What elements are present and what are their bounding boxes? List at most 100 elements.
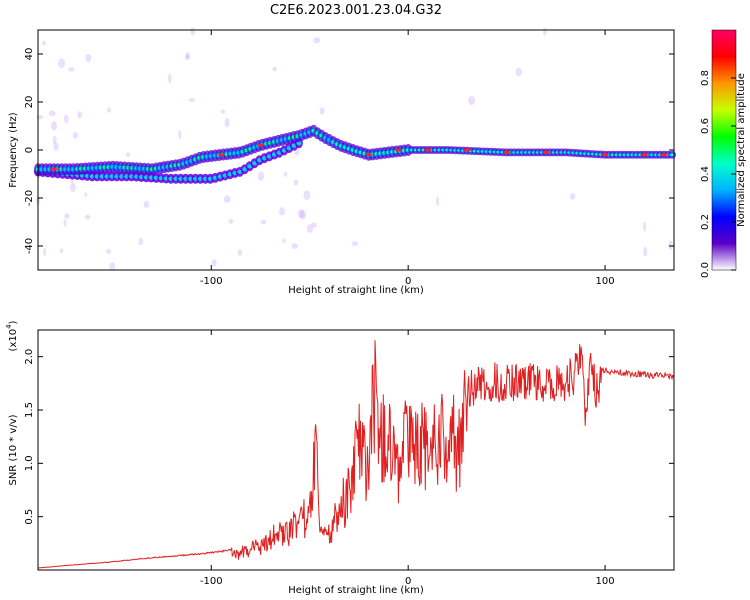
noise-speckle [70,182,76,193]
spectrogram-y-ticks: -40 -20 0 20 40 [24,48,674,254]
y-tick-label: 1.0 [24,455,35,471]
noise-speckle [237,249,243,256]
noise-speckle [85,53,92,63]
x-tick-label: -100 [200,576,223,587]
noise-speckle [224,117,230,128]
noise-speckle [303,190,311,201]
noise-speckle [167,73,172,84]
noise-speckle [63,219,67,227]
y-tick-label: 0 [24,147,35,153]
x-tick-label: -100 [200,276,223,287]
ridge-hotspot [424,148,432,152]
x-tick-label: 0 [405,276,411,287]
noise-speckle [53,142,59,151]
svg-text:(x104): (x104) [5,320,19,351]
noise-speckle [668,240,673,250]
noise-speckle [260,219,267,225]
noise-speckle [272,66,277,72]
lower-branch-core [296,141,302,146]
noise-speckle [282,238,286,243]
noise-speckle [228,218,234,224]
y-tick-label: 40 [24,48,35,61]
ridge-hotspot [601,153,609,157]
y-tick-label: 2.0 [24,349,35,365]
snr-multiplier-base: (x10 [8,329,19,352]
lower-branch-core [242,167,248,172]
noise-speckle [223,195,231,203]
snr-plot-area [37,340,674,569]
y-tick-label: -40 [24,238,35,254]
noise-speckle [109,262,116,270]
ridge-hotspot [217,153,225,157]
colorbar-ticks: 0.0 0.2 0.4 0.6 0.8 [700,70,736,278]
noise-speckle [291,243,298,249]
y-tick-label: 1.5 [24,402,35,418]
noise-speckle [58,58,66,69]
ridge-hotspot [50,167,58,171]
x-tick-label: 0 [405,576,411,587]
lower-branch-core [247,164,253,169]
ridge-hotspot [463,148,471,152]
ridge-hotspot [365,153,373,157]
ridge-core [669,153,675,156]
colorbar: 0.0 0.2 0.4 0.6 0.8 Normalized spectral ampl… [700,29,747,278]
noise-speckle [283,171,288,177]
noise-speckle [51,121,57,131]
noise-speckle [279,206,286,216]
noise-speckle [59,248,64,253]
noise-speckle [319,107,325,115]
snr-panel: -100 0 100 0.5 1.0 1.5 2.0 Height of straight… [5,320,675,596]
spectrogram-y-label: Frequency (Hz) [8,112,19,188]
x-tick-label: 100 [596,576,615,587]
ridge-hotspot [394,148,402,152]
noise-speckle [143,200,150,209]
noise-speckle [126,152,130,157]
colorbar-tick-label: 0.4 [700,166,711,182]
noise-speckle [313,37,321,44]
chart-title: C2E6.2023.001.23.04.G32 [270,3,442,18]
snr-y-multiplier: (x104) [5,320,19,351]
noise-speckle [436,196,440,206]
noise-speckle [542,27,547,36]
noise-speckle [297,209,305,219]
spectrogram-panel: -100 0 100 -40 -20 0 20 40 Height of straight … [8,27,677,296]
noise-speckle [189,97,195,103]
noise-speckle [52,135,57,145]
ridge-hotspot [542,150,550,154]
colorbar-tick-label: 0.2 [700,214,711,230]
noise-speckle [468,95,476,106]
spectrogram-x-label: Height of straight line (km) [288,285,424,296]
noise-speckle [184,54,190,61]
colorbar-label: Normalized spectral amplitude [736,73,747,227]
snr-x-label: Height of straight line (km) [288,585,424,596]
y-tick-label: -20 [24,190,35,206]
snr-y-ticks: 0.5 1.0 1.5 2.0 [24,349,674,525]
noise-speckle [293,179,299,186]
noise-speckle [43,247,47,256]
noise-speckle [67,67,75,72]
noise-speckle [106,248,111,254]
noise-speckle [351,241,359,246]
noise-speckle [77,111,82,119]
noise-speckle [306,224,313,233]
noise-speckle [48,110,56,117]
noise-speckle [642,221,647,232]
ridge-hotspot [660,153,668,157]
snr-series-line [37,340,674,569]
snr-x-ticks: -100 0 100 [200,330,615,587]
spectrogram-x-ticks: -100 0 100 [200,30,615,287]
noise-speckle [185,51,190,59]
noise-speckle [72,132,78,139]
snr-multiplier-exp: 4 [5,324,13,329]
noise-speckle [107,107,111,113]
noise-speckle [211,259,217,267]
snr-y-label: SNR (10 * v/v) [8,414,19,485]
noise-speckle [257,171,265,181]
noise-speckle [311,222,317,228]
x-tick-label: 100 [596,276,615,287]
noise-speckle [64,213,70,219]
y-tick-label: 0.5 [24,509,35,525]
noise-speckle [178,130,182,139]
y-tick-label: 20 [24,96,35,109]
